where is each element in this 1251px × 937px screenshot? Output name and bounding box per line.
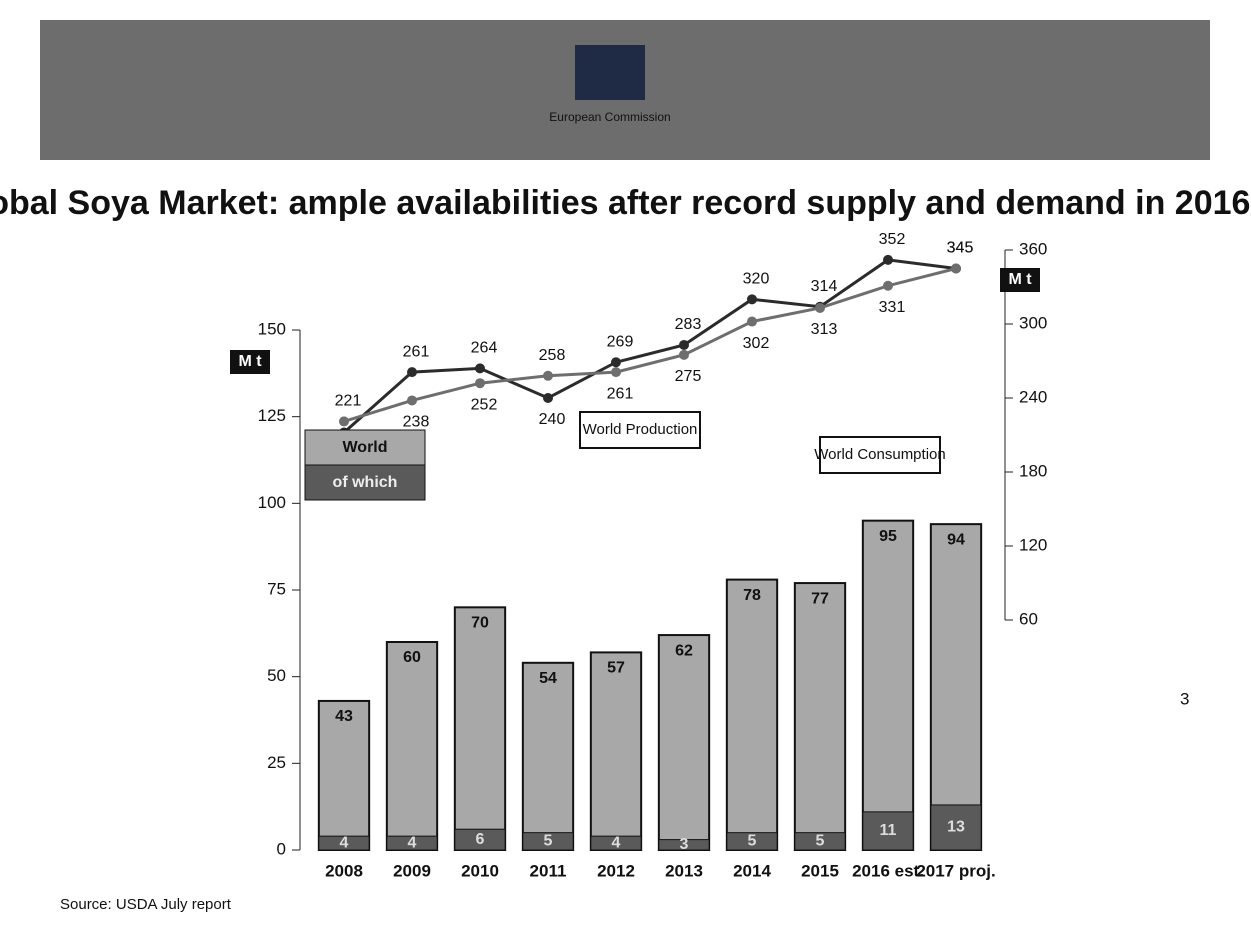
point-label: 240 <box>539 411 566 428</box>
point <box>543 371 553 381</box>
page-number: 3 <box>1180 689 1189 708</box>
point <box>679 340 689 350</box>
y-tick-label: 100 <box>258 493 286 512</box>
point-label: 345 <box>947 240 974 257</box>
point <box>339 416 349 426</box>
y2-axis-label: M t <box>1008 271 1032 288</box>
bar <box>387 642 437 850</box>
y2-tick-label: 240 <box>1019 387 1047 406</box>
bar-value-label: 60 <box>403 649 421 666</box>
x-tick-label: 2009 <box>393 861 431 880</box>
point <box>611 357 621 367</box>
y2-tick-label: 300 <box>1019 313 1047 332</box>
y-tick-label: 150 <box>258 319 286 338</box>
x-tick-label: 2012 <box>597 861 635 880</box>
y-axis-label: M t <box>238 353 262 370</box>
y-tick-label: 75 <box>267 579 286 598</box>
bar <box>659 635 709 850</box>
bar <box>727 580 777 850</box>
point <box>883 255 893 265</box>
point-label: 258 <box>539 347 566 364</box>
point-label: 261 <box>607 385 634 402</box>
point-label: 269 <box>607 333 634 350</box>
y-tick-label: 25 <box>267 753 286 772</box>
bar-value-label: 13 <box>947 819 965 836</box>
point <box>815 303 825 313</box>
point <box>883 281 893 291</box>
legend-label: of which <box>333 474 398 491</box>
legend-label: World Consumption <box>814 446 945 463</box>
point <box>543 393 553 403</box>
logo <box>575 45 645 100</box>
legend-label: World <box>342 439 387 456</box>
bar-value-label: 6 <box>476 831 485 848</box>
point-label: 264 <box>471 340 498 357</box>
y2-tick-label: 120 <box>1019 535 1047 554</box>
point-label: 283 <box>675 316 702 333</box>
bar-value-label: 78 <box>743 587 761 604</box>
point <box>475 378 485 388</box>
bar-value-label: 5 <box>816 833 825 850</box>
point-label: 252 <box>471 396 498 413</box>
y-tick-label: 125 <box>258 406 286 425</box>
bar-value-label: 57 <box>607 660 625 677</box>
point-label: 331 <box>879 299 906 316</box>
point-label: 238 <box>403 414 430 431</box>
bar <box>523 663 573 850</box>
bar-value-label: 77 <box>811 590 829 607</box>
point <box>475 363 485 373</box>
bar-value-label: 3 <box>680 836 689 853</box>
chart-title: Global Soya Market: ample availabilities… <box>0 184 1251 222</box>
point-label: 221 <box>335 393 362 410</box>
bar-value-label: 4 <box>612 834 621 851</box>
point <box>407 395 417 405</box>
legend-label: World Production <box>583 421 698 438</box>
bar <box>455 607 505 850</box>
bar-value-label: 4 <box>408 834 417 851</box>
bar <box>863 521 913 850</box>
bar-value-label: 5 <box>748 833 757 850</box>
bar-value-label: 54 <box>539 670 557 687</box>
bar <box>591 652 641 850</box>
point <box>747 317 757 327</box>
bar-value-label: 62 <box>675 642 693 659</box>
bar <box>931 524 981 850</box>
x-tick-label: 2011 <box>530 861 567 880</box>
y2-tick-label: 360 <box>1019 239 1047 258</box>
bar-value-label: 5 <box>544 833 553 850</box>
y-tick-label: 50 <box>267 666 286 685</box>
chart: European Commission Global Soya Market: … <box>0 0 1251 937</box>
bar-value-label: 95 <box>879 528 897 545</box>
point-label: 261 <box>403 343 430 360</box>
y-tick-label: 0 <box>277 839 286 858</box>
source: Source: USDA July report <box>60 896 232 913</box>
point-label: 313 <box>811 321 838 338</box>
point-label: 320 <box>743 271 770 288</box>
x-tick-label: 2010 <box>461 861 499 880</box>
point-label: 352 <box>879 231 906 248</box>
point-label: 275 <box>675 368 702 385</box>
point <box>679 350 689 360</box>
point-label: 302 <box>743 335 770 352</box>
bar-value-label: 4 <box>340 834 349 851</box>
x-tick-label: 2008 <box>325 861 363 880</box>
bar-value-label: 94 <box>947 531 965 548</box>
bar-value-label: 70 <box>471 615 489 632</box>
point <box>407 367 417 377</box>
x-tick-label: 2016 est. <box>852 861 924 880</box>
bar <box>795 583 845 850</box>
logo-text: European Commission <box>549 110 670 124</box>
point <box>611 367 621 377</box>
point-label: 314 <box>811 278 838 295</box>
x-tick-label: 2015 <box>801 861 839 880</box>
bar-value-label: 11 <box>880 822 897 839</box>
bar-value-label: 43 <box>335 708 353 725</box>
x-tick-label: 2013 <box>665 861 703 880</box>
y2-tick-label: 60 <box>1019 609 1038 628</box>
x-tick-label: 2017 proj. <box>916 861 995 880</box>
point <box>747 294 757 304</box>
x-tick-label: 2014 <box>733 861 771 880</box>
point <box>951 264 961 274</box>
y2-tick-label: 180 <box>1019 461 1047 480</box>
